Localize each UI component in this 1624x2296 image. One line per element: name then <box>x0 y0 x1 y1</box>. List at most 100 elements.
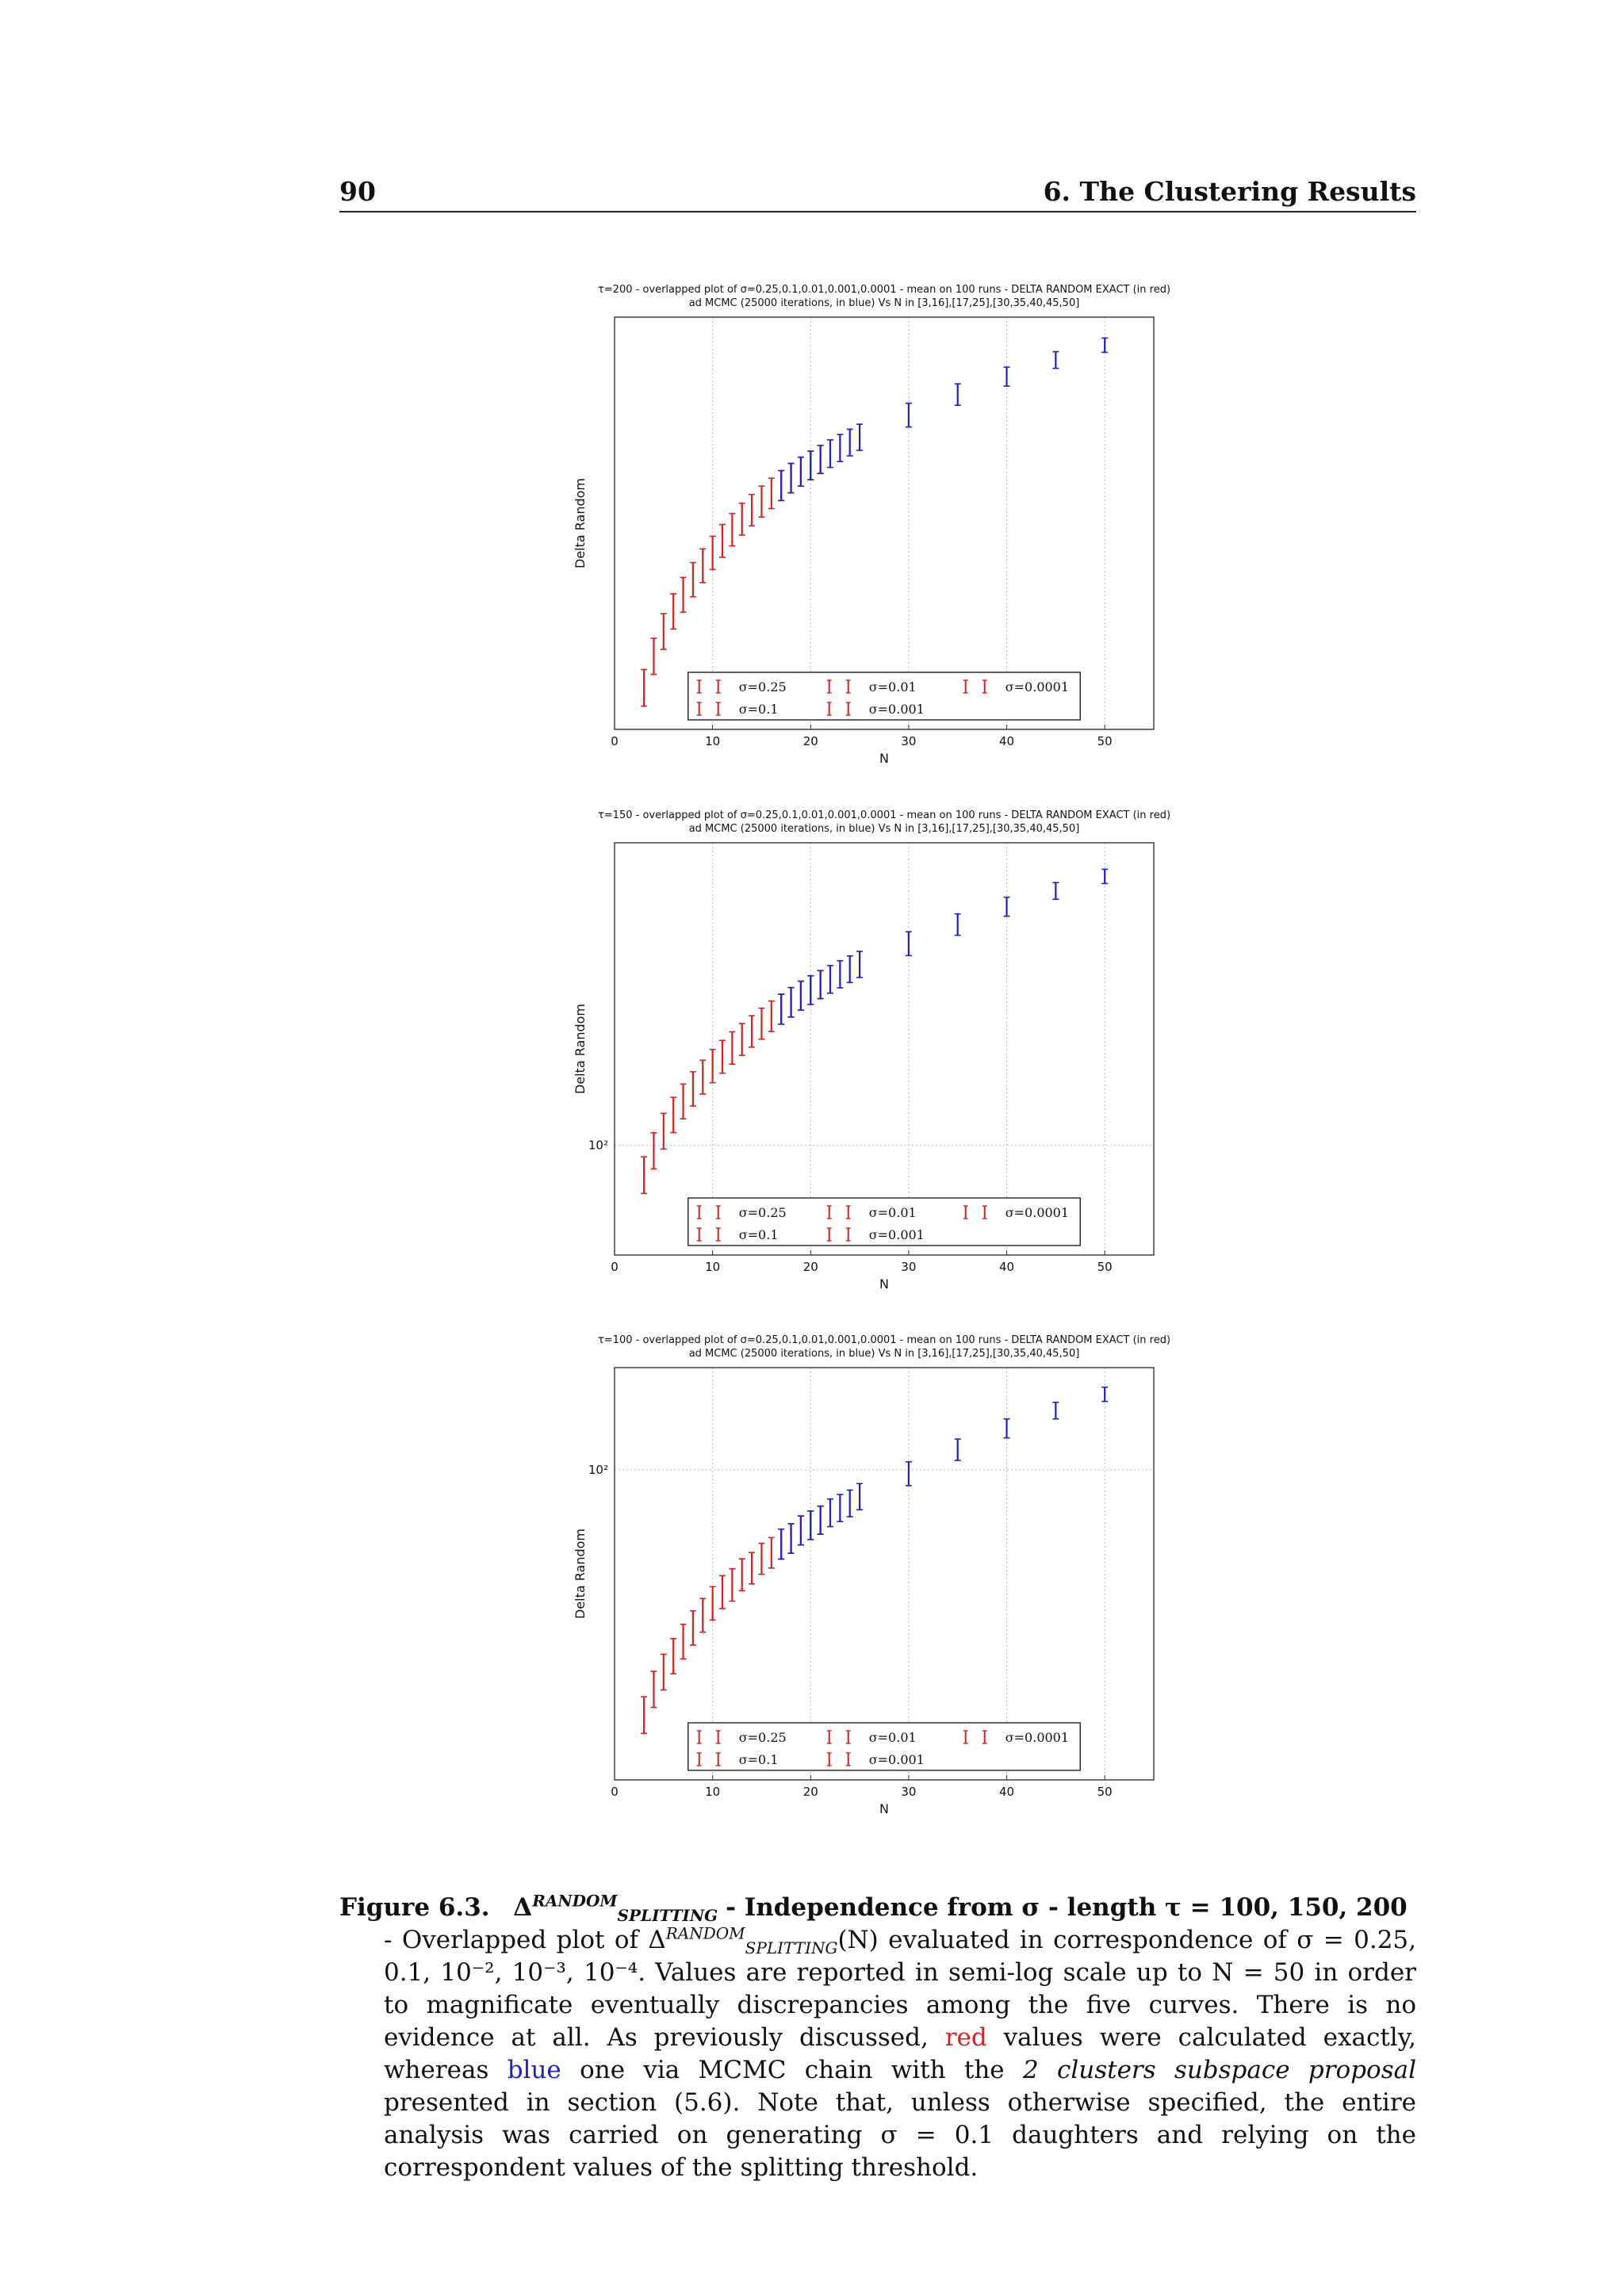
data-point <box>846 428 853 457</box>
data-point <box>650 1670 657 1709</box>
data-point <box>797 980 804 1011</box>
y-tick-label: 10² <box>588 1463 608 1477</box>
running-head: 6. The Clustering Results <box>1043 176 1416 207</box>
data-point <box>758 1007 765 1040</box>
chart-title: τ=150 - overlapped plot of σ=0.25,0.1,0.… <box>598 809 1170 821</box>
data-point <box>1101 337 1109 354</box>
x-tick-label: 10 <box>705 734 720 748</box>
data-point <box>738 502 745 536</box>
x-tick-label: 0 <box>611 1260 619 1274</box>
data-point <box>709 535 716 571</box>
plot-frame <box>614 316 1155 730</box>
y-tick-label: 10² <box>588 1138 608 1153</box>
figure-caption: Figure 6.3. ΔRANDOMSPLITTING - Independe… <box>339 1892 1416 2184</box>
x-tick-label: 40 <box>999 1785 1014 1799</box>
data-point <box>709 1586 716 1621</box>
data-point <box>768 1000 775 1032</box>
x-tick-label: 30 <box>901 1785 916 1799</box>
chart-legend: σ=0.25 σ=0.1 σ=0.01 σ=0.001 σ=0.0001 <box>688 1722 1081 1771</box>
legend-label: σ=0.001 <box>869 1752 925 1767</box>
x-tick-label: 50 <box>1097 1785 1113 1799</box>
caption-label: Figure 6.3. <box>339 1893 490 1922</box>
data-point <box>1003 896 1010 917</box>
data-point <box>807 450 814 480</box>
data-point <box>680 576 687 613</box>
caption-italic: 2 clusters subspace proposal <box>1022 2056 1417 2084</box>
chart-title: τ=100 - overlapped plot of σ=0.25,0.1,0.… <box>598 1334 1170 1346</box>
data-point <box>837 959 844 989</box>
data-point <box>758 1542 765 1575</box>
x-tick-label: 20 <box>803 1260 818 1274</box>
x-tick-label: 40 <box>999 734 1014 748</box>
data-point <box>699 1059 707 1095</box>
caption-body: - Overlapped plot of ΔRANDOMSPLITTING(N)… <box>384 1923 1417 2182</box>
chart-panel-tau-100: τ=100 - overlapped plot of σ=0.25,0.1,0.… <box>523 1324 1237 1831</box>
chart-panel-tau-150: τ=150 - overlapped plot of σ=0.25,0.1,0.… <box>523 799 1237 1307</box>
data-point <box>738 1023 745 1057</box>
data-point <box>689 561 696 598</box>
legend-label: σ=0.01 <box>869 679 917 695</box>
data-point <box>954 1438 961 1461</box>
plot-frame <box>614 1367 1155 1781</box>
data-point <box>680 1083 687 1119</box>
x-tick-label: 20 <box>803 734 818 748</box>
legend-label: σ=0.25 <box>739 1205 787 1220</box>
plot-frame <box>614 842 1155 1256</box>
legend-box <box>688 1197 1081 1246</box>
chart-subtitle: ad MCMC (25000 iterations, in blue) Vs N… <box>689 297 1080 309</box>
data-point <box>1003 366 1010 387</box>
data-point <box>954 913 961 936</box>
data-point <box>837 1494 844 1523</box>
x-tick-label: 10 <box>705 1785 720 1799</box>
y-axis-label: Delta Random <box>573 478 588 568</box>
legend-label: σ=0.001 <box>869 702 925 717</box>
data-point <box>670 593 677 630</box>
data-point <box>846 1489 853 1517</box>
page-number: 90 <box>339 176 376 207</box>
y-axis-label: Delta Random <box>573 1004 588 1094</box>
data-point <box>905 931 912 957</box>
x-tick-label: 20 <box>803 1785 818 1799</box>
data-point <box>699 548 707 584</box>
chart-panel-tau-200: τ=200 - overlapped plot of σ=0.25,0.1,0.… <box>523 274 1237 781</box>
data-point <box>749 1552 756 1585</box>
legend-label: σ=0.1 <box>739 1752 779 1767</box>
x-tick-label: 0 <box>611 734 619 748</box>
data-point <box>680 1623 687 1660</box>
data-point <box>827 1498 833 1528</box>
data-point <box>1003 1418 1010 1439</box>
data-point <box>1052 882 1059 901</box>
legend-label: σ=0.25 <box>739 1730 787 1745</box>
data-point <box>738 1558 745 1592</box>
x-tick-label: 50 <box>1097 734 1113 748</box>
legend-label: σ=0.1 <box>739 1227 779 1242</box>
data-point <box>954 383 961 406</box>
x-tick-label: 0 <box>611 1785 619 1799</box>
data-point <box>660 1653 667 1691</box>
data-point <box>827 965 833 994</box>
data-point <box>758 485 765 518</box>
data-point <box>650 1132 657 1170</box>
data-point <box>856 423 864 451</box>
data-point <box>827 438 833 469</box>
caption-symbol: ΔRANDOMSPLITTING <box>513 1891 718 1926</box>
legend-label: σ=0.001 <box>869 1227 925 1242</box>
chart-legend: σ=0.25 σ=0.1 σ=0.01 σ=0.001 σ=0.0001 <box>688 1197 1081 1246</box>
data-point <box>797 1515 804 1546</box>
data-point <box>768 477 775 510</box>
legend-box <box>688 672 1081 721</box>
legend-label: σ=0.25 <box>739 679 787 695</box>
data-point <box>817 444 824 474</box>
data-point <box>729 512 736 547</box>
data-point <box>1052 1401 1059 1420</box>
data-point <box>641 668 648 707</box>
data-point <box>719 1575 726 1609</box>
page-header: 90 6. The Clustering Results <box>339 176 1416 212</box>
legend-label: σ=0.01 <box>869 1205 917 1220</box>
data-point <box>689 1610 696 1646</box>
x-tick-label: 10 <box>705 1260 720 1274</box>
data-point <box>1052 350 1059 369</box>
caption-blue-word: blue <box>507 2056 561 2084</box>
data-point <box>699 1598 707 1633</box>
data-point <box>817 970 824 1000</box>
